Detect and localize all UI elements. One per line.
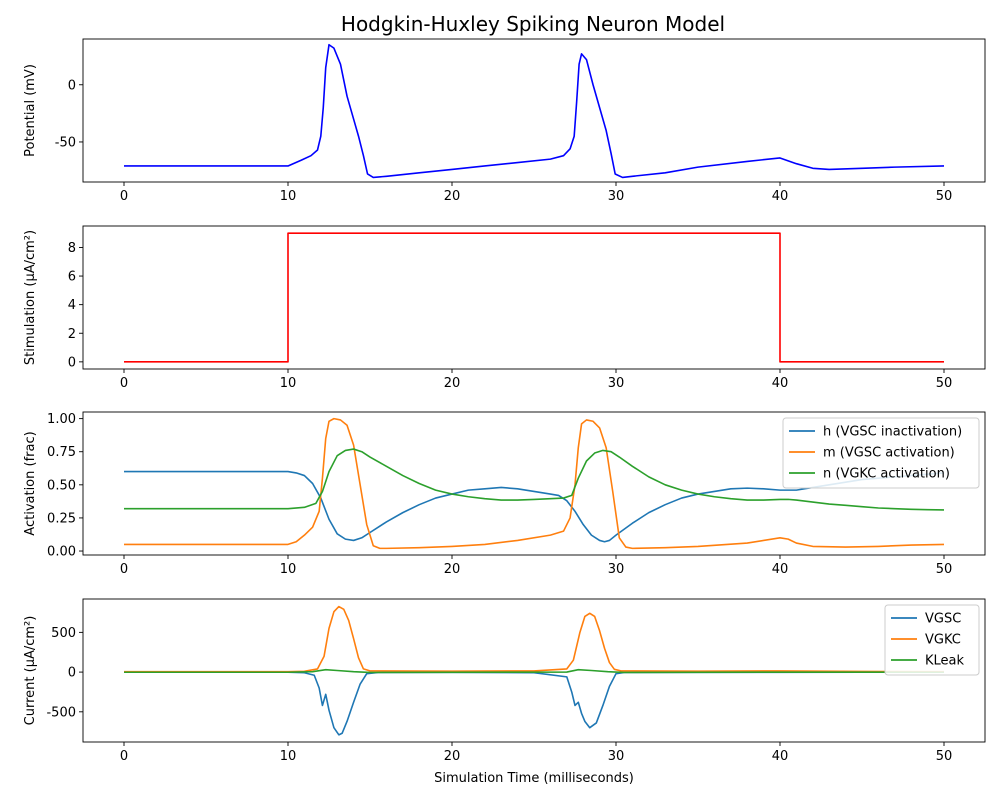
x-tick-label: 0 (120, 189, 128, 204)
legend-entry: h (VGSC inactivation) (823, 425, 962, 440)
x-tick-label: 40 (772, 749, 789, 764)
y-tick-label: 2 (68, 327, 76, 342)
y-tick-label: 0 (68, 355, 76, 370)
y-tick-label: 0 (68, 666, 76, 681)
axes-2: 0 10 20 30 40 50 0 2 4 6 8 Stimulation (µA/cm²) (23, 225, 986, 391)
x-tick-label: 10 (280, 189, 297, 204)
y-tick-label: 0.50 (47, 478, 76, 493)
legend-entry: KLeak (925, 654, 965, 669)
y-tick-label: 6 (68, 270, 76, 285)
y-tick-label: 4 (68, 298, 76, 313)
x-tick-label: 30 (608, 749, 625, 764)
x-tick-label: 10 (280, 749, 297, 764)
y-axis-label: Stimulation (µA/cm²) (23, 230, 38, 365)
y-tick-label: 0 (68, 78, 76, 93)
legend: VGSC VGKC KLeak (884, 604, 980, 676)
axes-frame (82, 225, 986, 370)
x-tick-label: 40 (772, 376, 789, 391)
x-tick-label: 20 (444, 376, 461, 391)
axes-1: 0 10 20 30 40 50 -50 0 Potential (mV) (23, 38, 986, 204)
series-line-3-1 (124, 470, 945, 543)
x-tick-label: 0 (120, 562, 128, 577)
x-tick-label: 30 (608, 189, 625, 204)
legend-box (782, 417, 980, 489)
x-tick-label: 20 (444, 189, 461, 204)
figure-title: Hodgkin-Huxley Spiking Neuron Model (341, 12, 725, 36)
series-line-4-3 (124, 668, 945, 674)
y-tick-label: 1.00 (47, 412, 76, 427)
x-tick-label: 50 (936, 189, 953, 204)
axes-frame (82, 38, 986, 183)
legend-entry: n (VGKC activation) (823, 467, 950, 482)
y-axis-label: Potential (mV) (23, 64, 38, 157)
x-tick-label: 20 (444, 749, 461, 764)
x-tick-label: 50 (936, 376, 953, 391)
y-tick-label: -500 (46, 705, 76, 720)
axes-frame (82, 598, 986, 743)
x-tick-label: 40 (772, 189, 789, 204)
series-line-2-1 (124, 232, 944, 363)
legend-entry: VGKC (925, 633, 961, 648)
y-tick-label: 0.25 (47, 511, 76, 526)
y-tick-label: 500 (51, 626, 76, 641)
x-tick-label: 50 (936, 749, 953, 764)
series-line-3-3 (124, 448, 945, 511)
y-axis-label: Current (µA/cm²) (23, 616, 38, 726)
x-tick-label: 20 (444, 562, 461, 577)
legend-entry: m (VGSC activation) (823, 446, 955, 461)
y-tick-label: 0.75 (47, 445, 76, 460)
x-tick-label: 30 (608, 562, 625, 577)
x-tick-label: 10 (280, 376, 297, 391)
x-axis-label: Simulation Time (milliseconds) (434, 771, 634, 786)
x-tick-label: 40 (772, 562, 789, 577)
y-axis-label: Activation (frac) (23, 431, 38, 535)
legend-box (884, 604, 980, 676)
x-tick-label: 0 (120, 376, 128, 391)
x-tick-label: 50 (936, 562, 953, 577)
axes-frame (82, 411, 986, 556)
x-tick-label: 0 (120, 749, 128, 764)
x-tick-label: 30 (608, 376, 625, 391)
y-tick-label: 0.00 (47, 545, 76, 560)
legend-entry: VGSC (925, 612, 961, 627)
legend: h (VGSC inactivation) m (VGSC activation)… (782, 417, 980, 489)
y-tick-label: 8 (68, 241, 76, 256)
series-line-4-2 (124, 605, 945, 673)
x-tick-label: 10 (280, 562, 297, 577)
y-tick-label: -50 (55, 135, 76, 150)
axes-4: 0 10 20 30 40 50 -500 0 500 Current (µA/cm²) Simul… (23, 598, 986, 786)
series-line-1-1 (124, 43, 945, 179)
series-line-3-2 (124, 417, 945, 550)
axes-3: 0 10 20 30 40 50 0.00 0.25 0.50 0.75 1.00 Activatio… (23, 411, 986, 577)
